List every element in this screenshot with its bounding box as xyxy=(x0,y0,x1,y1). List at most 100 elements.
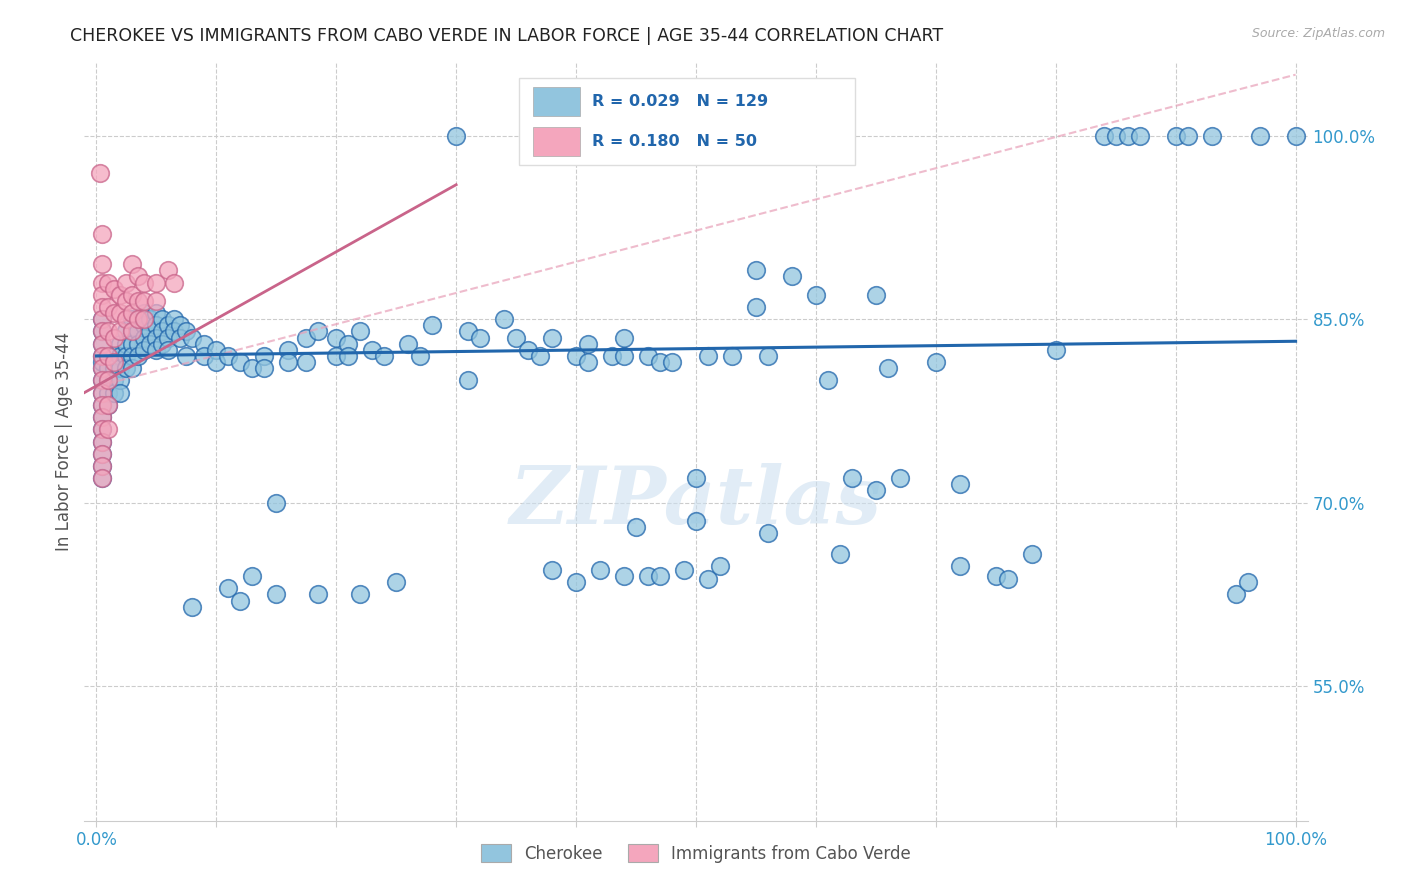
Point xyxy=(110,306,132,320)
Point xyxy=(91,312,114,326)
Point xyxy=(103,385,125,400)
Point xyxy=(91,257,114,271)
Point xyxy=(385,575,408,590)
Point xyxy=(745,263,768,277)
Point xyxy=(91,398,114,412)
Point xyxy=(517,343,540,357)
Point xyxy=(91,385,114,400)
Point xyxy=(97,325,120,339)
FancyBboxPatch shape xyxy=(533,87,579,116)
Point xyxy=(637,569,659,583)
Point xyxy=(97,276,120,290)
Point xyxy=(91,361,114,376)
FancyBboxPatch shape xyxy=(519,78,855,165)
Point xyxy=(240,361,263,376)
Point xyxy=(91,422,114,436)
Point xyxy=(91,447,114,461)
Point xyxy=(91,447,114,461)
Point xyxy=(295,355,318,369)
Point xyxy=(91,361,114,376)
Point xyxy=(624,520,647,534)
Point xyxy=(756,526,779,541)
Point xyxy=(637,349,659,363)
Point xyxy=(1116,128,1139,143)
Point xyxy=(565,349,588,363)
Point xyxy=(127,312,149,326)
Point xyxy=(565,575,588,590)
Point xyxy=(697,349,720,363)
Point xyxy=(1092,128,1115,143)
Point xyxy=(103,373,125,387)
Point xyxy=(115,349,138,363)
Point xyxy=(115,361,138,376)
Point xyxy=(145,276,167,290)
Point xyxy=(648,355,671,369)
Point xyxy=(325,330,347,344)
Point xyxy=(91,398,114,412)
Point xyxy=(494,312,516,326)
Point xyxy=(110,287,132,301)
Point xyxy=(91,434,114,449)
Point xyxy=(745,300,768,314)
Point xyxy=(134,330,156,344)
Point xyxy=(91,276,114,290)
Point xyxy=(253,361,276,376)
Point xyxy=(91,385,114,400)
Point xyxy=(91,287,114,301)
Point xyxy=(103,330,125,344)
Point xyxy=(205,343,228,357)
Point xyxy=(174,349,197,363)
Point xyxy=(127,325,149,339)
Text: ZIPatlas: ZIPatlas xyxy=(510,464,882,541)
Point xyxy=(150,312,173,326)
Point xyxy=(361,343,384,357)
Text: Source: ZipAtlas.com: Source: ZipAtlas.com xyxy=(1251,27,1385,40)
Point xyxy=(115,293,138,308)
Point xyxy=(157,263,180,277)
FancyBboxPatch shape xyxy=(533,127,579,156)
Point xyxy=(157,318,180,333)
Point xyxy=(307,325,329,339)
Point xyxy=(240,569,263,583)
Point xyxy=(949,559,972,574)
Point xyxy=(396,336,419,351)
Point xyxy=(91,312,114,326)
Point xyxy=(828,547,851,561)
Point xyxy=(127,336,149,351)
Point xyxy=(307,587,329,601)
Point xyxy=(541,330,564,344)
Point xyxy=(110,373,132,387)
Point xyxy=(97,349,120,363)
Point xyxy=(1249,128,1271,143)
Point xyxy=(373,349,395,363)
Point xyxy=(756,349,779,363)
Point xyxy=(253,349,276,363)
Y-axis label: In Labor Force | Age 35-44: In Labor Force | Age 35-44 xyxy=(55,332,73,551)
Point xyxy=(134,293,156,308)
Point xyxy=(229,355,252,369)
Point xyxy=(91,471,114,485)
Point xyxy=(127,293,149,308)
Point xyxy=(780,269,803,284)
Point xyxy=(174,325,197,339)
Point xyxy=(97,422,120,436)
Point xyxy=(1021,547,1043,561)
Point xyxy=(672,563,695,577)
Point xyxy=(1129,128,1152,143)
Point xyxy=(121,361,143,376)
Point xyxy=(1284,128,1306,143)
Point xyxy=(91,458,114,473)
Point xyxy=(91,300,114,314)
Point xyxy=(865,287,887,301)
Point xyxy=(127,349,149,363)
Point xyxy=(91,410,114,425)
Point xyxy=(721,349,744,363)
Point xyxy=(121,336,143,351)
Point xyxy=(91,373,114,387)
Point xyxy=(115,325,138,339)
Point xyxy=(110,336,132,351)
Point xyxy=(157,330,180,344)
Point xyxy=(1201,128,1223,143)
Point xyxy=(277,343,299,357)
Point xyxy=(600,349,623,363)
